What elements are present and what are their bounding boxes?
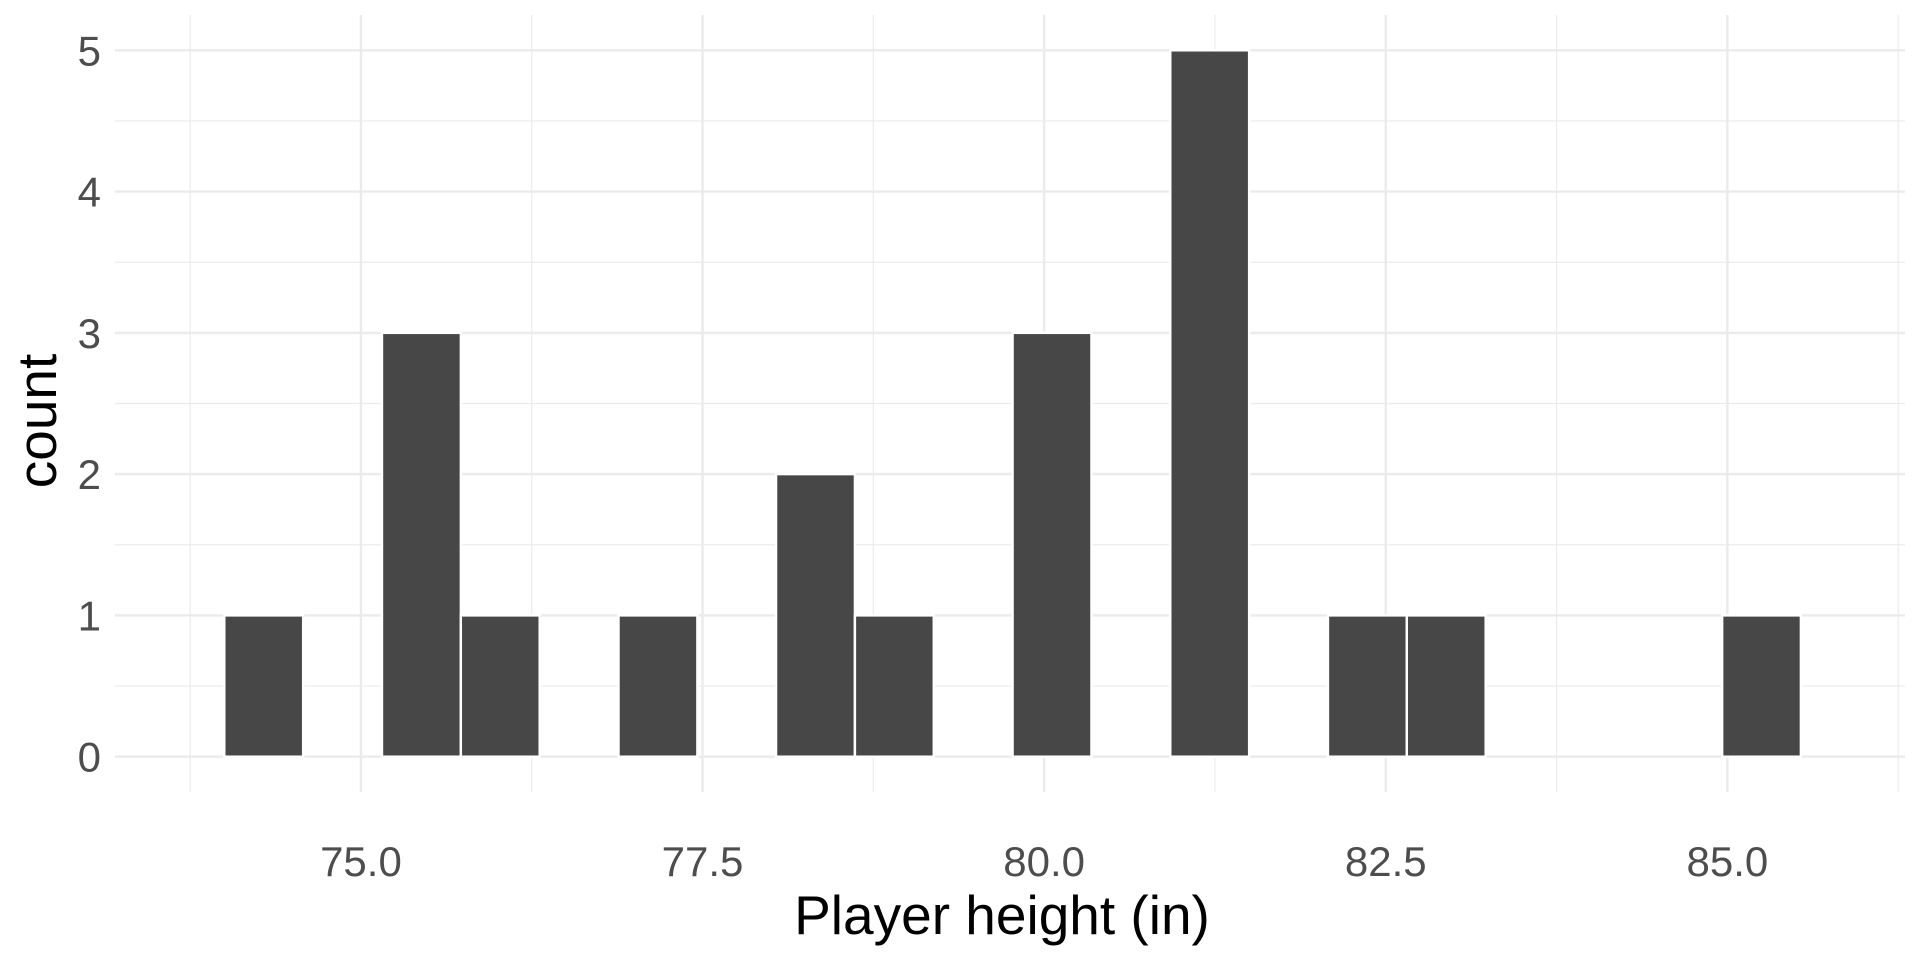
y-tick-label: 4 [78,169,101,216]
y-tick-label: 3 [78,310,101,357]
histogram-bar [1405,614,1487,758]
x-tick-label: 85.0 [1686,838,1768,885]
histogram-bars [223,49,1803,758]
y-tick-label: 5 [78,27,101,74]
histogram-bar [223,614,305,758]
histogram-bar [617,614,699,758]
x-tick-label: 80.0 [1003,838,1085,885]
x-axis-title: Player height (in) [794,884,1210,946]
y-tick-label: 0 [78,734,101,781]
y-axis-tick-labels: 0 1 2 3 4 5 [78,27,101,780]
y-tick-label: 1 [78,592,101,639]
histogram-bar [380,331,463,758]
histogram-bar [1011,331,1093,758]
x-tick-label: 75.0 [320,838,402,885]
x-tick-label: 82.5 [1345,838,1427,885]
histogram-bar [459,614,541,758]
y-tick-label: 2 [78,451,101,498]
y-axis-title: count [6,354,68,489]
x-axis-tick-labels: 75.0 77.5 80.0 82.5 85.0 [320,838,1768,885]
histogram-bar [1169,49,1251,758]
histogram-bar [1720,614,1803,758]
x-tick-label: 77.5 [662,838,744,885]
histogram-bar [1326,614,1409,758]
histogram-bar [853,614,935,758]
histogram-bar [774,472,857,758]
